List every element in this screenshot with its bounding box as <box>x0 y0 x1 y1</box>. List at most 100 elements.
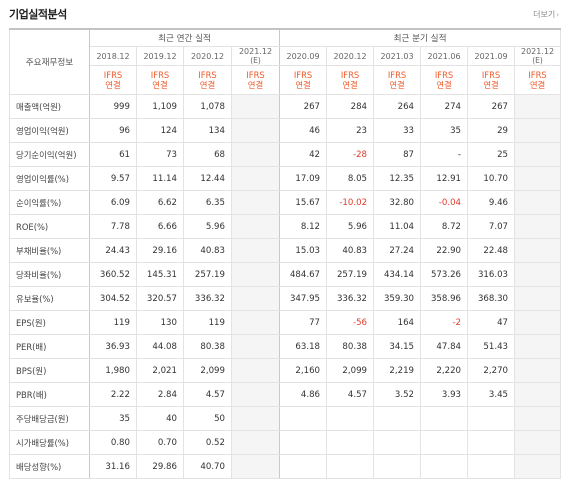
table-cell: 484.67 <box>279 262 328 287</box>
table-cell: 119 <box>183 310 232 335</box>
period-header: 2019.12 <box>136 46 184 66</box>
table-cell: 4.57 <box>326 382 375 407</box>
table-cell: 80.38 <box>326 334 375 359</box>
period-label: 2021.12 <box>238 47 273 57</box>
table-cell: -10.02 <box>326 190 375 215</box>
table-cell: 87 <box>373 142 422 167</box>
estimate-marker: (E) <box>250 56 261 65</box>
table-cell: 4.57 <box>183 382 232 407</box>
row-label: 시가배당률(%) <box>9 430 90 455</box>
estimate-marker: (E) <box>532 56 543 65</box>
table-cell: 2.84 <box>136 382 184 407</box>
table-cell: 7.78 <box>89 214 137 239</box>
table-cell: 368.30 <box>467 286 516 311</box>
table-row: 당좌비율(%) 360.52 145.31 257.19 484.67 257.19 434… <box>9 262 562 287</box>
table-cell: 77 <box>279 310 328 335</box>
table-cell: 46 <box>279 118 328 143</box>
row-label: 유보율(%) <box>9 286 90 311</box>
basis-standard: IFRS <box>481 70 501 80</box>
table-row: 순이익률(%) 6.09 6.62 6.35 15.67 -10.02 32.80 -0.04… <box>9 190 562 215</box>
table-cell: 164 <box>373 310 422 335</box>
table-cell: 17.09 <box>279 166 328 191</box>
table-cell <box>514 310 562 335</box>
table-cell <box>230 214 281 239</box>
basis-standard: IFRS <box>434 70 454 80</box>
period-label: 2021.03 <box>380 51 414 61</box>
table-cell <box>230 382 281 407</box>
basis-scope: 연결 <box>152 80 168 90</box>
basis-standard: IFRS <box>293 70 313 80</box>
table-cell: 11.14 <box>136 166 184 191</box>
basis-header: IFRS 연결 <box>230 65 281 95</box>
row-label: 매출액(억원) <box>9 94 90 119</box>
row-label: 당기순이익(억원) <box>9 142 90 167</box>
basis-standard: IFRS <box>198 70 217 80</box>
table-cell: 31.16 <box>89 454 137 479</box>
table-cell: 134 <box>183 118 232 143</box>
basis-scope: 연결 <box>436 80 452 90</box>
table-cell: 25 <box>467 142 516 167</box>
basis-header: IFRS 연결 <box>420 65 469 95</box>
table-cell: 47.84 <box>420 334 469 359</box>
table-cell: 999 <box>89 94 137 119</box>
more-link[interactable]: 더보기› <box>533 9 559 20</box>
table-cell: 359.30 <box>373 286 422 311</box>
table-cell <box>514 238 562 263</box>
period-header: 2020.09 <box>279 46 328 66</box>
basis-header: IFRS 연결 <box>514 65 562 95</box>
table-cell: 304.52 <box>89 286 137 311</box>
basis-header: IFRS 연결 <box>183 65 232 95</box>
row-label: BPS(원) <box>9 358 90 383</box>
table-cell: 1,109 <box>136 94 184 119</box>
table-cell <box>230 118 281 143</box>
table-cell: 10.70 <box>467 166 516 191</box>
table-cell <box>326 454 375 479</box>
row-label: ROE(%) <box>9 214 90 239</box>
table-cell: 2,099 <box>326 358 375 383</box>
table-cell: 40.83 <box>326 238 375 263</box>
table-cell: - <box>420 142 469 167</box>
table-cell: 347.95 <box>279 286 328 311</box>
table-cell <box>230 406 281 431</box>
table-cell: -28 <box>326 142 375 167</box>
table-cell: 2,270 <box>467 358 516 383</box>
table-cell <box>230 310 281 335</box>
table-cell: 2,160 <box>279 358 328 383</box>
period-header: 2018.12 <box>89 46 137 66</box>
row-label: 영업이익(억원) <box>9 118 90 143</box>
table-cell: 284 <box>326 94 375 119</box>
basis-header: IFRS 연결 <box>279 65 328 95</box>
table-cell <box>420 454 469 479</box>
period-label: 2020.12 <box>190 51 225 61</box>
table-cell <box>279 406 328 431</box>
table-cell <box>514 334 562 359</box>
table-cell: 42 <box>279 142 328 167</box>
table-cell: 130 <box>136 310 184 335</box>
table-cell: 1,980 <box>89 358 137 383</box>
period-label: 2018.12 <box>96 51 130 61</box>
table-cell: 35 <box>420 118 469 143</box>
table-cell: -0.04 <box>420 190 469 215</box>
chevron-right-icon: › <box>556 11 559 19</box>
table-cell: 2.22 <box>89 382 137 407</box>
table-cell: 12.91 <box>420 166 469 191</box>
basis-standard: IFRS <box>340 70 360 80</box>
table-cell <box>514 118 562 143</box>
basis-standard: IFRS <box>387 70 407 80</box>
row-label: 영업이익률(%) <box>9 166 90 191</box>
table-cell: 6.66 <box>136 214 184 239</box>
quarter-group-header: 최근 분기 실적 <box>279 28 562 47</box>
table-cell: 40 <box>136 406 184 431</box>
period-header: 2021.12 (E) <box>514 46 562 66</box>
table-cell <box>230 454 281 479</box>
table-cell: 264 <box>373 94 422 119</box>
corner-header: 주요재무정보 <box>9 28 90 95</box>
table-row: 유보율(%) 304.52 320.57 336.32 347.95 336.32 359.… <box>9 286 562 311</box>
row-label: 배당성향(%) <box>9 454 90 479</box>
table-cell: 5.96 <box>183 214 232 239</box>
period-label: 2021.09 <box>474 51 508 61</box>
table-row: 영업이익(억원) 96 124 134 46 23 33 35 29 <box>9 118 562 143</box>
table-row: PER(배) 36.93 44.08 80.38 63.18 80.38 34.15 47.8… <box>9 334 562 359</box>
table-cell: 8.05 <box>326 166 375 191</box>
table-cell: 27.24 <box>373 238 422 263</box>
